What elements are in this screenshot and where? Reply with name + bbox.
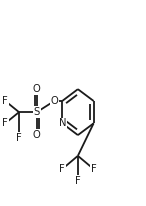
Text: F: F [91,164,97,174]
Text: O: O [33,84,41,94]
Text: F: F [16,132,22,143]
Text: O: O [51,96,58,106]
Text: F: F [2,118,8,128]
Text: N: N [59,118,66,128]
Text: F: F [59,164,65,174]
Text: O: O [33,130,41,140]
Text: F: F [75,176,81,186]
Text: F: F [2,96,8,106]
Text: S: S [34,107,40,117]
